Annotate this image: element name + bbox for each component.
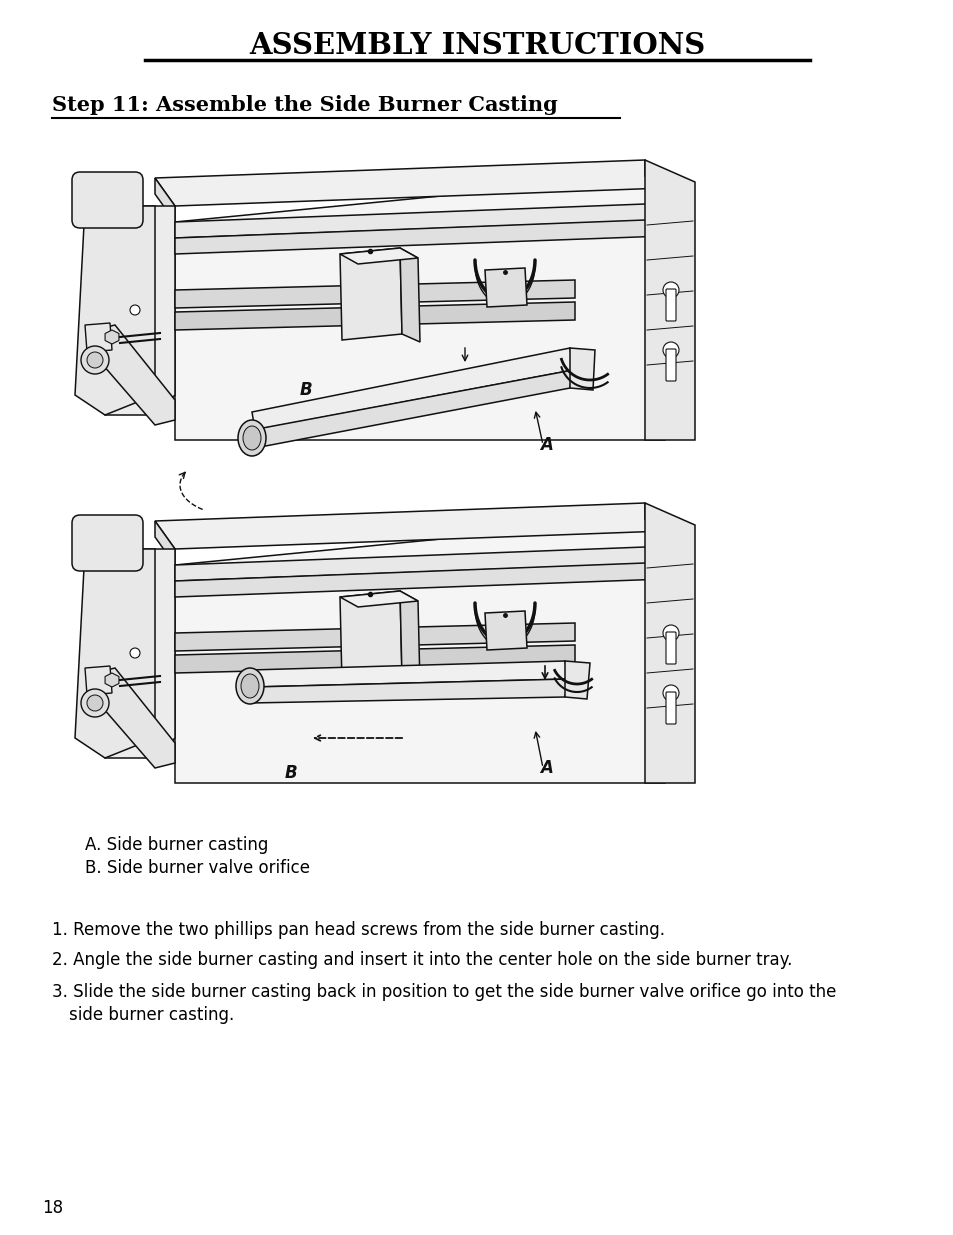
Polygon shape	[644, 161, 664, 204]
Text: 3. Slide the side burner casting back in position to get the side burner valve o: 3. Slide the side burner casting back in…	[52, 983, 836, 1002]
Polygon shape	[105, 673, 119, 687]
Polygon shape	[75, 550, 154, 758]
Ellipse shape	[243, 426, 261, 450]
Polygon shape	[105, 330, 119, 345]
Polygon shape	[339, 248, 401, 340]
Text: A: A	[539, 436, 553, 454]
Polygon shape	[75, 206, 154, 415]
Polygon shape	[569, 348, 595, 390]
Text: B: B	[285, 764, 297, 782]
Polygon shape	[90, 668, 174, 768]
Polygon shape	[339, 592, 401, 683]
Circle shape	[662, 685, 679, 701]
Polygon shape	[174, 547, 664, 580]
Polygon shape	[484, 268, 526, 308]
Polygon shape	[154, 161, 664, 206]
Polygon shape	[252, 370, 573, 448]
Polygon shape	[339, 248, 417, 264]
FancyBboxPatch shape	[71, 515, 143, 571]
Polygon shape	[250, 679, 567, 703]
Text: side burner casting.: side burner casting.	[69, 1007, 234, 1024]
Text: A. Side burner casting: A. Side burner casting	[85, 836, 268, 853]
Polygon shape	[95, 550, 174, 758]
Polygon shape	[95, 206, 174, 415]
Circle shape	[130, 305, 140, 315]
Circle shape	[662, 282, 679, 298]
FancyBboxPatch shape	[665, 289, 676, 321]
Circle shape	[87, 695, 103, 711]
Text: 18: 18	[42, 1199, 63, 1216]
Circle shape	[81, 346, 109, 374]
Text: B: B	[299, 382, 313, 399]
Ellipse shape	[237, 420, 266, 456]
Polygon shape	[174, 622, 575, 651]
Text: 2. Angle the side burner casting and insert it into the center hole on the side : 2. Angle the side burner casting and ins…	[52, 951, 792, 969]
Circle shape	[662, 625, 679, 641]
Polygon shape	[644, 161, 695, 440]
Text: A: A	[539, 760, 553, 777]
Ellipse shape	[235, 668, 264, 704]
Polygon shape	[154, 178, 174, 222]
FancyBboxPatch shape	[665, 632, 676, 664]
Text: ASSEMBLY INSTRUCTIONS: ASSEMBLY INSTRUCTIONS	[249, 32, 704, 61]
Polygon shape	[85, 324, 112, 352]
Polygon shape	[250, 661, 567, 687]
Polygon shape	[154, 503, 664, 550]
Circle shape	[81, 689, 109, 718]
Polygon shape	[174, 280, 575, 308]
Polygon shape	[174, 563, 664, 597]
Polygon shape	[85, 666, 112, 695]
Circle shape	[87, 352, 103, 368]
Polygon shape	[399, 248, 419, 342]
Polygon shape	[154, 521, 174, 564]
Polygon shape	[174, 177, 664, 440]
Polygon shape	[644, 503, 664, 547]
Polygon shape	[564, 661, 589, 699]
FancyBboxPatch shape	[71, 172, 143, 228]
Polygon shape	[399, 592, 419, 685]
Polygon shape	[644, 503, 695, 783]
Polygon shape	[90, 325, 174, 425]
Text: B. Side burner valve orifice: B. Side burner valve orifice	[85, 860, 310, 877]
FancyBboxPatch shape	[665, 692, 676, 724]
Polygon shape	[174, 220, 664, 254]
Text: Step 11: Assemble the Side Burner Casting: Step 11: Assemble the Side Burner Castin…	[52, 95, 558, 115]
Polygon shape	[174, 519, 664, 783]
Polygon shape	[174, 645, 575, 673]
Polygon shape	[252, 348, 573, 430]
Ellipse shape	[241, 674, 258, 698]
Polygon shape	[484, 611, 526, 650]
Circle shape	[662, 342, 679, 358]
Polygon shape	[339, 592, 417, 606]
Text: 1. Remove the two phillips pan head screws from the side burner casting.: 1. Remove the two phillips pan head scre…	[52, 921, 664, 939]
Polygon shape	[174, 204, 664, 238]
FancyBboxPatch shape	[665, 350, 676, 382]
Circle shape	[130, 648, 140, 658]
Polygon shape	[174, 303, 575, 330]
